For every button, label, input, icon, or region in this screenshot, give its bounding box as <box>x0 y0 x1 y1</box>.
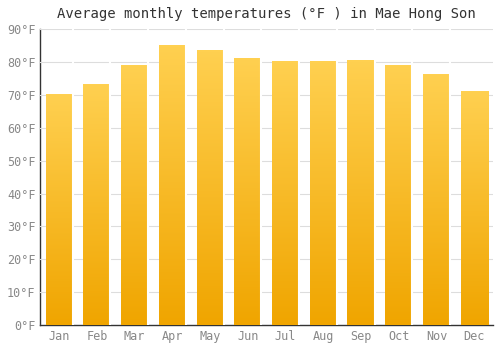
Title: Average monthly temperatures (°F ) in Mae Hong Son: Average monthly temperatures (°F ) in Ma… <box>58 7 476 21</box>
